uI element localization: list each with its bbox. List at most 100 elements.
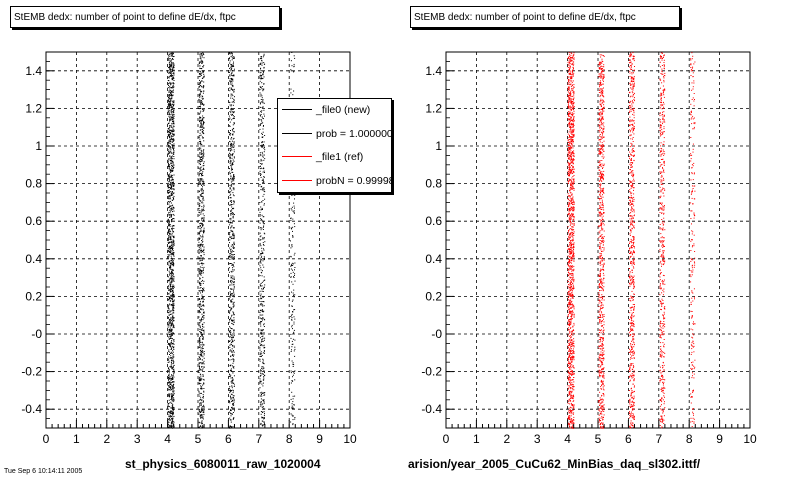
data-point xyxy=(198,258,200,260)
data-point xyxy=(198,237,200,239)
data-point xyxy=(171,398,173,400)
data-point xyxy=(567,345,569,346)
data-point xyxy=(203,311,205,313)
data-point xyxy=(570,388,572,390)
data-point xyxy=(201,388,202,390)
data-point xyxy=(202,132,204,134)
data-point xyxy=(568,387,570,389)
data-point xyxy=(200,166,202,168)
data-point xyxy=(173,158,175,160)
data-point xyxy=(200,385,202,387)
data-point xyxy=(198,346,200,348)
data-point xyxy=(232,104,234,106)
data-point xyxy=(567,265,569,267)
data-point xyxy=(172,302,174,304)
legend[interactable]: _file0 (new) prob = 1.000000 _file1 (ref… xyxy=(277,98,392,193)
data-point xyxy=(569,295,571,297)
data-point xyxy=(230,214,232,216)
data-point xyxy=(233,131,235,133)
data-point xyxy=(169,74,171,76)
data-point xyxy=(173,83,175,85)
data-point xyxy=(230,307,232,309)
data-point xyxy=(263,301,265,303)
data-point xyxy=(201,86,203,88)
data-point xyxy=(172,127,174,129)
data-point xyxy=(233,407,235,409)
data-point xyxy=(567,88,569,90)
data-point xyxy=(569,135,570,137)
data-point xyxy=(198,141,200,142)
data-point xyxy=(198,257,200,259)
data-point xyxy=(173,299,175,301)
data-point xyxy=(199,121,201,123)
data-point xyxy=(569,113,571,115)
data-point xyxy=(168,378,170,380)
data-point xyxy=(200,402,202,404)
data-point xyxy=(263,181,265,183)
data-point xyxy=(199,248,201,250)
data-point xyxy=(572,365,574,367)
data-point xyxy=(172,250,174,252)
data-point xyxy=(230,97,232,99)
data-point xyxy=(573,242,575,244)
data-point xyxy=(203,205,205,207)
data-point xyxy=(291,391,293,393)
data-point xyxy=(230,299,232,301)
data-point xyxy=(171,310,173,312)
data-point xyxy=(569,287,571,289)
data-point xyxy=(229,402,231,404)
data-point xyxy=(262,361,264,363)
data-point xyxy=(202,410,203,412)
data-point xyxy=(173,150,175,152)
data-point xyxy=(200,236,202,238)
data-point xyxy=(201,101,203,103)
data-point xyxy=(168,257,170,259)
data-point xyxy=(170,422,172,424)
data-point xyxy=(200,344,202,346)
data-point xyxy=(172,316,174,318)
data-point xyxy=(199,357,201,359)
data-point xyxy=(230,308,232,310)
data-point xyxy=(169,175,171,177)
data-point xyxy=(172,116,173,118)
data-point xyxy=(200,60,202,62)
data-point xyxy=(173,139,175,141)
data-point xyxy=(573,86,575,88)
data-point xyxy=(259,72,261,74)
data-point xyxy=(173,143,175,145)
data-point xyxy=(291,360,293,362)
data-point xyxy=(170,263,172,265)
data-point xyxy=(203,383,204,385)
data-point xyxy=(570,73,572,75)
data-point xyxy=(201,420,203,422)
data-point xyxy=(173,310,175,312)
data-point xyxy=(169,327,171,329)
data-point xyxy=(172,284,174,286)
data-point xyxy=(573,340,575,342)
data-point xyxy=(573,409,574,411)
data-point xyxy=(231,322,233,324)
data-point xyxy=(231,400,233,402)
data-point xyxy=(173,149,174,151)
data-point xyxy=(233,141,235,143)
data-point xyxy=(261,142,263,144)
data-point xyxy=(569,56,571,57)
data-point xyxy=(169,424,171,426)
data-point xyxy=(233,281,235,283)
data-point xyxy=(262,311,264,313)
data-point xyxy=(570,142,572,144)
data-point xyxy=(198,238,200,240)
data-point xyxy=(259,347,261,349)
data-point xyxy=(172,379,174,380)
data-point xyxy=(570,73,571,75)
data-point xyxy=(167,362,169,363)
data-point xyxy=(202,368,204,370)
data-point xyxy=(172,363,174,365)
data-point xyxy=(198,325,200,327)
data-point xyxy=(173,407,175,409)
data-point xyxy=(233,102,235,104)
data-point xyxy=(199,311,201,313)
data-point xyxy=(202,165,204,167)
data-point xyxy=(573,123,574,125)
data-point xyxy=(172,390,174,392)
